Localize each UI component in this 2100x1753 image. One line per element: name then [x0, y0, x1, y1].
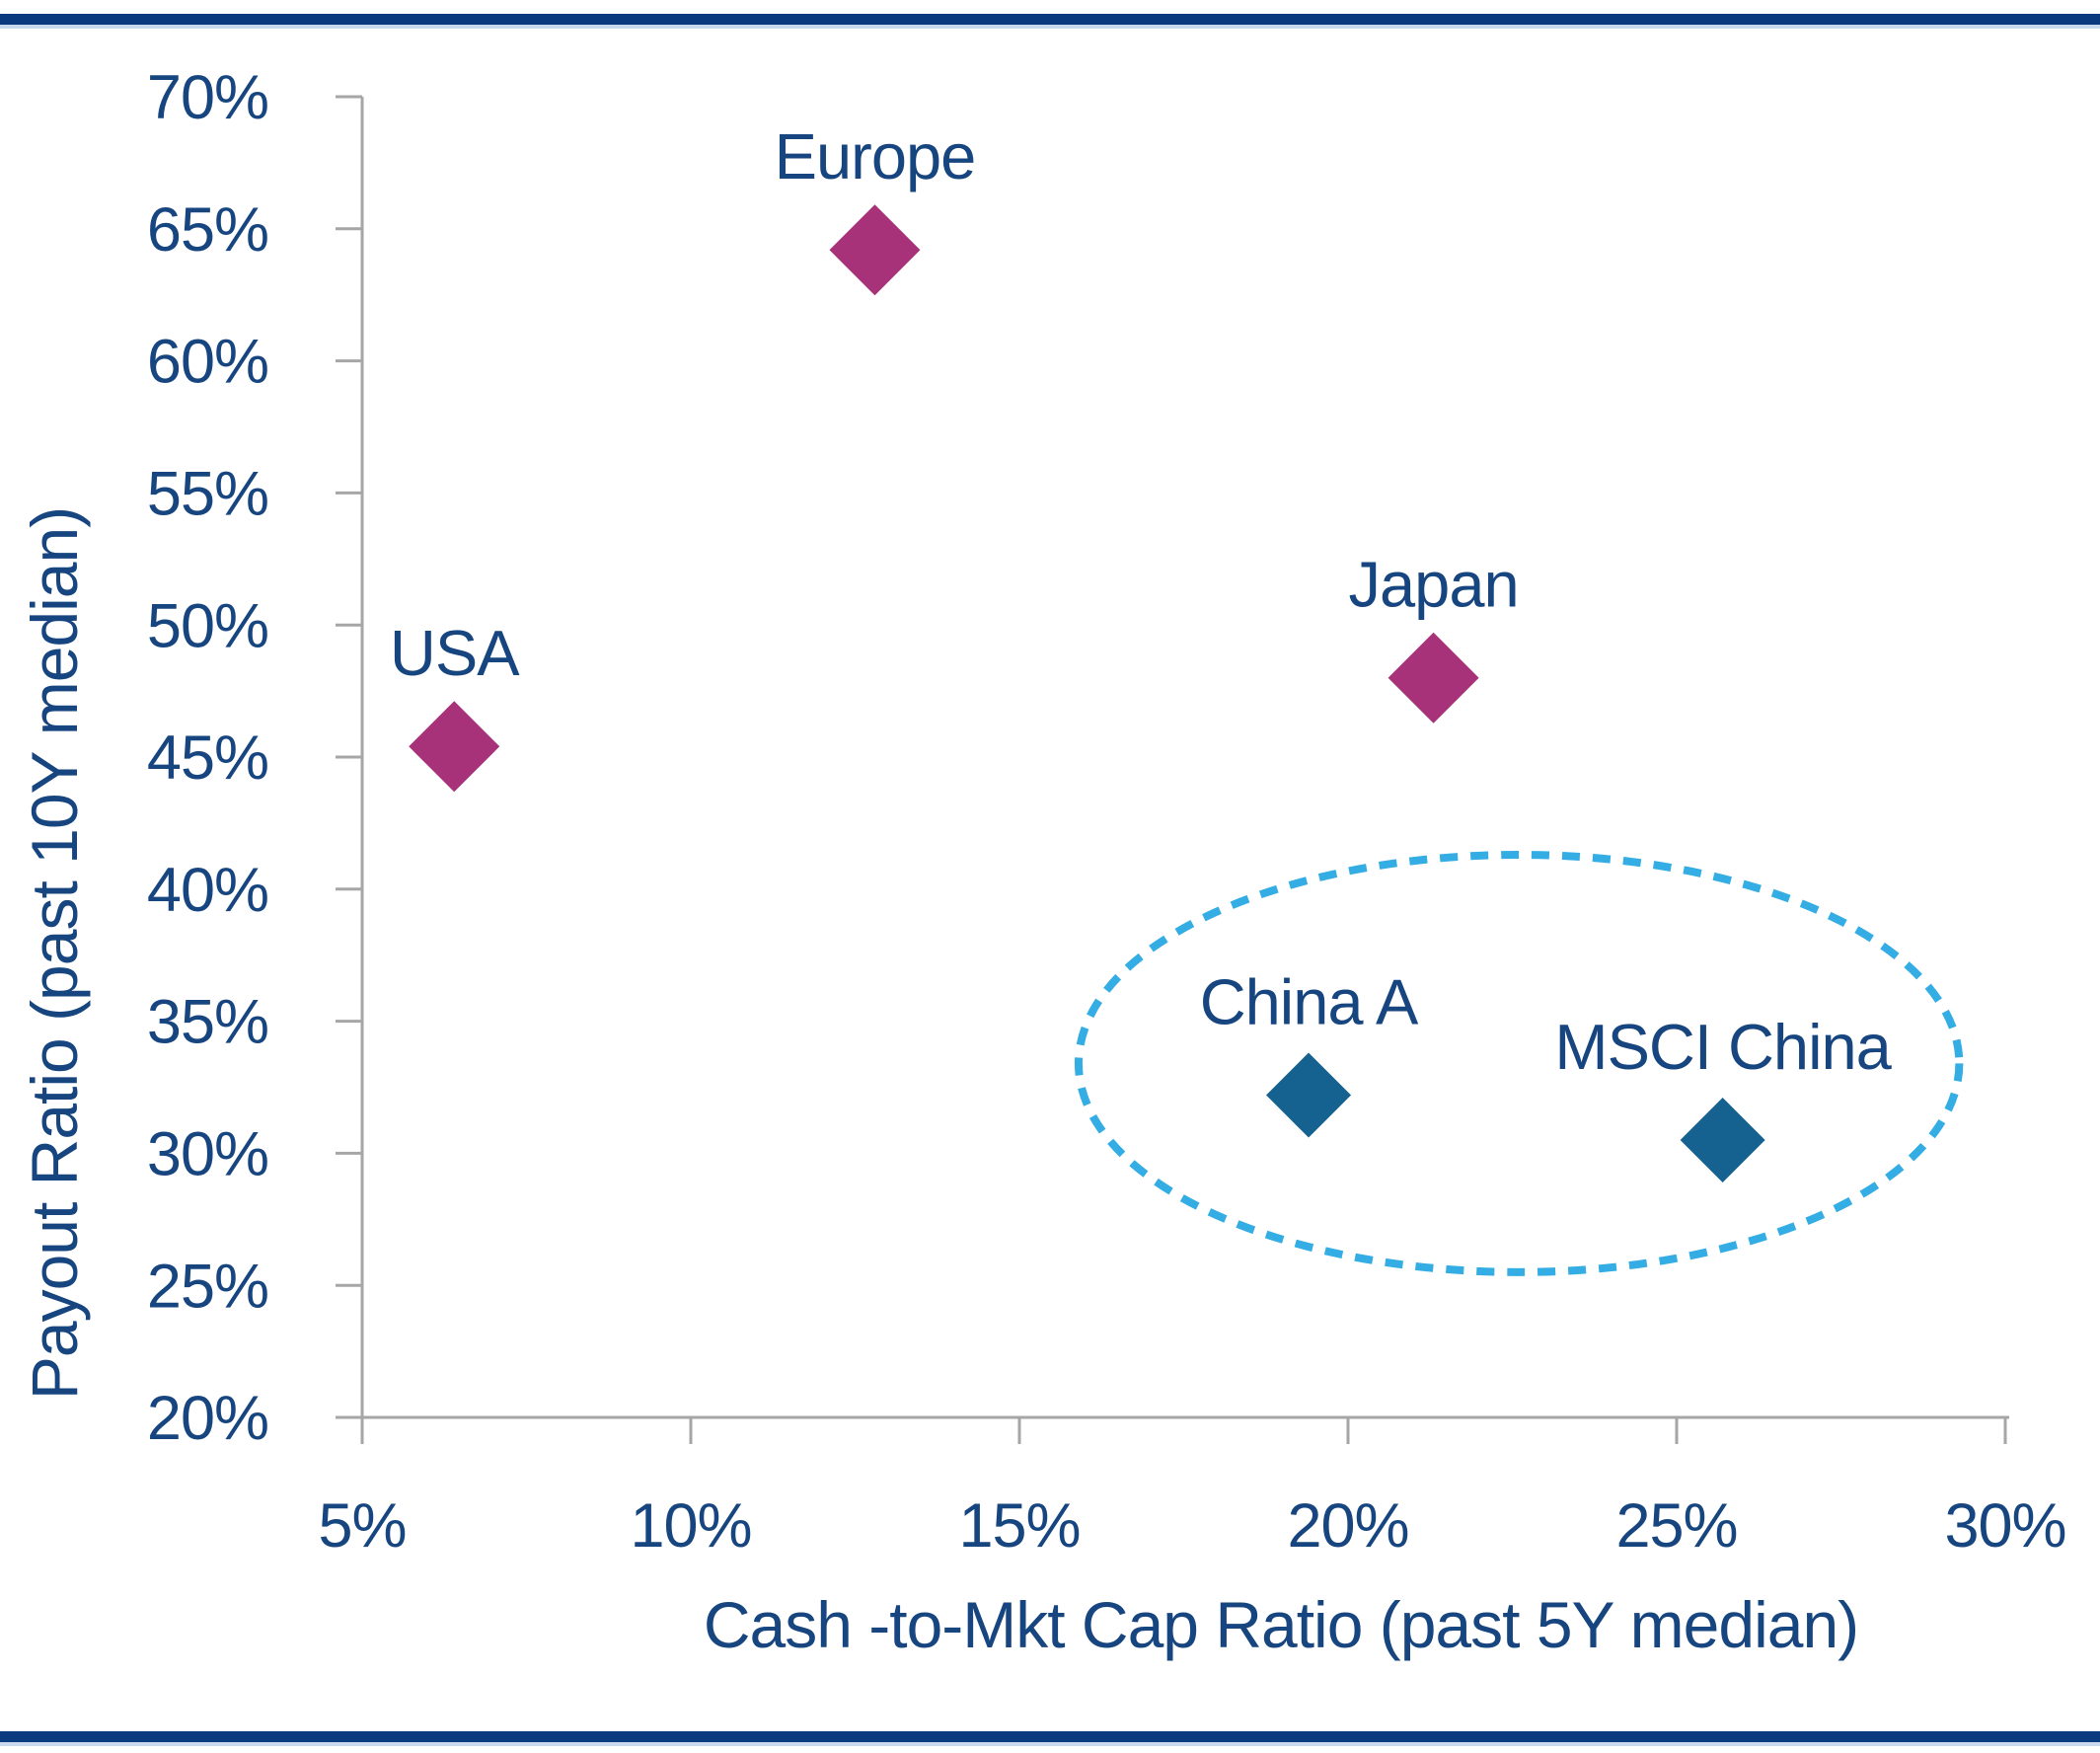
label-china-a: China A	[1200, 965, 1419, 1037]
x-tick-label: 20%	[1287, 1491, 1408, 1561]
marker-china-a	[1266, 1052, 1352, 1138]
highlight-china-group	[1074, 851, 1964, 1276]
label-europe: Europe	[775, 120, 976, 192]
y-tick-label: 30%	[147, 1119, 268, 1188]
y-tick-label: 70%	[147, 63, 268, 132]
y-tick-label: 50%	[147, 591, 268, 660]
y-tick-label: 25%	[147, 1252, 268, 1321]
data-points: USA Europe Japan China A MSCI China	[390, 120, 1894, 1183]
marker-japan	[1388, 632, 1479, 724]
marker-europe	[829, 204, 921, 296]
y-tick-label: 45%	[147, 724, 268, 793]
x-axis-title: Cash -to-Mkt Cap Ratio (past 5Y median)	[704, 1588, 1858, 1661]
marker-usa	[409, 701, 500, 793]
y-tick-label: 40%	[147, 856, 268, 925]
x-tick-label: 5%	[318, 1491, 406, 1561]
bottom-accent-bar	[0, 1731, 2100, 1746]
y-tick-label: 20%	[147, 1384, 268, 1453]
y-tick-label: 60%	[147, 328, 268, 397]
y-axis-title: Payout Ratio (past 10Y median)	[18, 507, 91, 1400]
x-tick-label: 15%	[958, 1491, 1080, 1561]
axes: 70% 65% 60% 55% 50% 45% 40% 35% 30% 25% 20% 5% 10% 15…	[147, 63, 2067, 1561]
x-tick-label: 25%	[1615, 1491, 1737, 1561]
annotation-layer	[1074, 851, 1964, 1276]
label-msci-china: MSCI China	[1554, 1011, 1892, 1083]
y-tick-label: 55%	[147, 459, 268, 528]
y-tick-label: 35%	[147, 988, 268, 1057]
y-tick-label: 65%	[147, 195, 268, 265]
label-japan: Japan	[1349, 548, 1519, 620]
x-tick-label: 10%	[630, 1491, 751, 1561]
top-accent-bar	[0, 14, 2100, 29]
marker-msci-china	[1680, 1098, 1765, 1183]
x-tick-label: 30%	[1944, 1491, 2065, 1561]
label-usa: USA	[390, 617, 520, 689]
